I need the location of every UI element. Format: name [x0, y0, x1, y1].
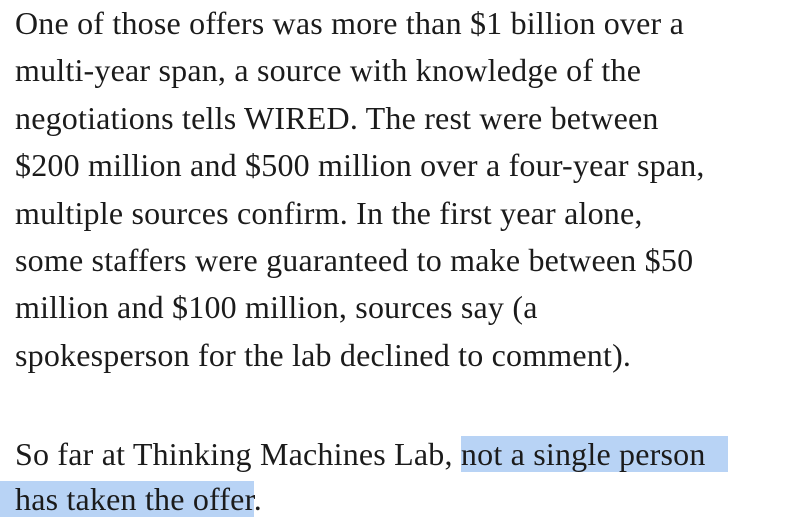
plain-text: So far at Thinking Machines Lab,: [15, 436, 461, 472]
text-line: some staffers were guaranteed to make be…: [15, 241, 694, 278]
text-line: has taken the offer.: [0, 477, 728, 522]
plain-text: .: [253, 481, 262, 517]
paragraph-offers: One of those offers was more than $1 bil…: [15, 1, 705, 380]
highlighted-text[interactable]: not a single person: [460, 436, 728, 472]
highlighted-text[interactable]: has taken the offer: [0, 481, 254, 517]
text-line: multi-year span, a source with knowledge…: [15, 52, 642, 89]
text-line: negotiations tells WIRED. The rest were …: [15, 99, 659, 136]
text-line: One of those offers was more than $1 bil…: [15, 5, 684, 41]
text-line: multiple sources confirm. In the first y…: [15, 194, 643, 231]
text-line: spokesperson for the lab declined to com…: [15, 336, 632, 373]
text-line: So far at Thinking Machines Lab, not a s…: [15, 432, 728, 477]
paragraph-thinking-machines: So far at Thinking Machines Lab, not a s…: [0, 432, 728, 522]
text-line: $200 million and $500 million over a fou…: [15, 147, 705, 184]
text-line: million and $100 million, sources say (a: [15, 289, 538, 326]
